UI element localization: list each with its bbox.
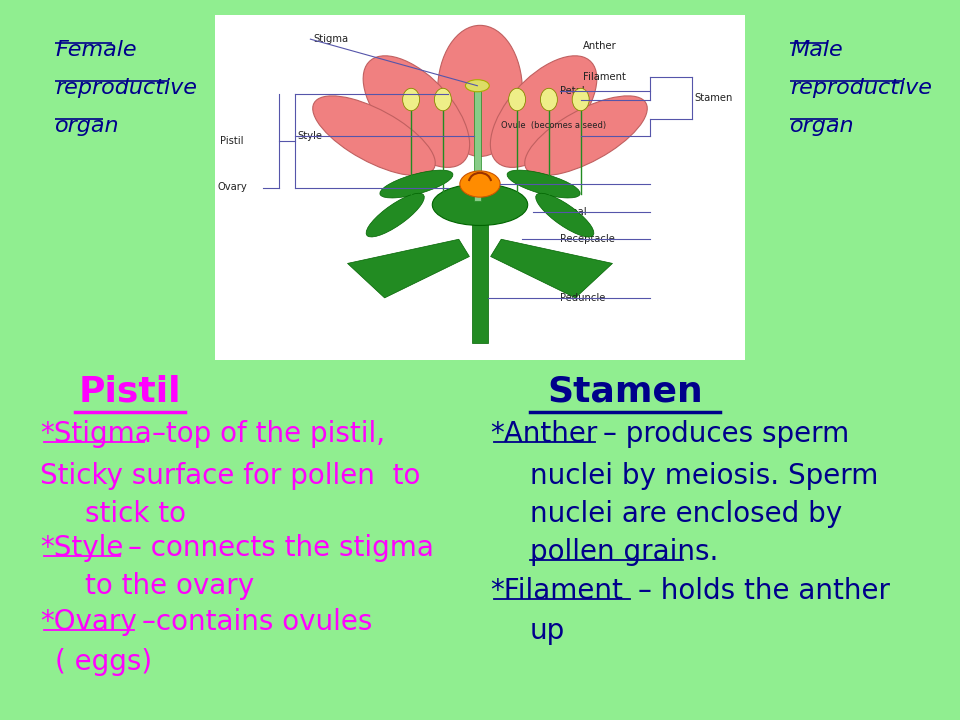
Text: Style: Style [298,131,323,140]
Ellipse shape [313,96,435,176]
Text: organ: organ [55,116,120,136]
Ellipse shape [507,170,580,198]
Text: Pistil: Pistil [79,375,181,409]
Ellipse shape [402,89,420,111]
Ellipse shape [572,89,589,111]
Polygon shape [348,239,469,298]
Text: – connects the stigma: – connects the stigma [128,534,434,562]
Text: Stamen: Stamen [547,375,703,409]
Ellipse shape [466,80,490,91]
Ellipse shape [435,89,451,111]
FancyBboxPatch shape [215,15,745,360]
Polygon shape [472,215,488,343]
Ellipse shape [491,55,597,168]
Text: *Anther: *Anther [490,420,597,448]
Text: nuclei by meiosis. Sperm: nuclei by meiosis. Sperm [530,462,878,490]
Text: Anther: Anther [584,41,617,51]
Text: Peduncle: Peduncle [560,293,605,303]
Text: nuclei are enclosed by: nuclei are enclosed by [530,500,842,528]
Text: *Ovary: *Ovary [40,608,136,636]
Ellipse shape [366,193,424,237]
Text: Ovary: Ovary [218,182,248,192]
Text: up: up [530,617,565,645]
Ellipse shape [525,96,647,176]
Ellipse shape [438,25,522,156]
Text: Ovule  (becomes a seed): Ovule (becomes a seed) [501,121,607,130]
Ellipse shape [536,193,594,237]
Ellipse shape [380,170,453,198]
Text: Female: Female [55,40,136,60]
Text: Male: Male [790,40,843,60]
Text: to the ovary: to the ovary [85,572,254,600]
Ellipse shape [432,184,528,225]
Ellipse shape [509,89,525,111]
Text: *Filament: *Filament [490,577,623,605]
Text: – produces sperm: – produces sperm [603,420,850,448]
Text: Sepal: Sepal [560,207,588,217]
Text: reproductive: reproductive [55,78,197,98]
Text: Pistil: Pistil [220,136,244,146]
Polygon shape [473,91,481,202]
Text: Stamen: Stamen [695,93,733,103]
Text: Receptacle: Receptacle [560,234,614,244]
Text: *Style: *Style [40,534,124,562]
Text: Stigma: Stigma [313,34,348,44]
Text: Sticky surface for pollen  to: Sticky surface for pollen to [40,462,420,490]
Text: *Stigma: *Stigma [40,420,152,448]
Text: reproductive: reproductive [790,78,932,98]
Text: –top of the pistil,: –top of the pistil, [152,420,385,448]
Text: organ: organ [790,116,854,136]
Text: Petal: Petal [560,86,584,96]
Text: –contains ovules: –contains ovules [142,608,372,636]
Text: stick to: stick to [85,500,186,528]
Text: ( eggs): ( eggs) [55,648,152,676]
Text: Filament: Filament [584,72,626,82]
Circle shape [460,171,500,197]
Ellipse shape [540,89,558,111]
Text: – holds the anther: – holds the anther [638,577,890,605]
Ellipse shape [363,55,469,168]
Text: pollen grains.: pollen grains. [530,538,718,566]
Polygon shape [491,239,612,298]
